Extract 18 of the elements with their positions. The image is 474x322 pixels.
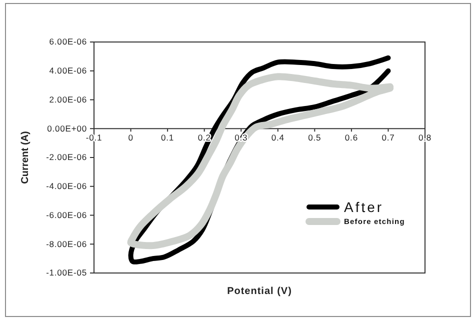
x-tick-label: 0.4 [271, 132, 284, 143]
x-tick-label: 0.7 [382, 132, 395, 143]
x-tick-label: 0.5 [308, 132, 322, 143]
y-tick-label: 0.00E+00 [47, 123, 87, 134]
x-tick-label: 0 [128, 132, 134, 143]
y-axis-title: Current (A) [20, 131, 31, 184]
y-tick-label: -4.00E-06 [46, 181, 87, 192]
legend-label: After [344, 199, 384, 216]
x-axis-title: Potential (V) [227, 286, 292, 297]
y-tick-label: -8.00E-06 [46, 238, 87, 249]
x-tick-label: 0.6 [344, 132, 358, 143]
y-tick-label: 4.00E-06 [49, 66, 87, 76]
y-tick-label: -1.00E-05 [46, 268, 87, 278]
y-tick-label: 6.00E-06 [49, 36, 87, 47]
y-tick-label: 2.00E-06 [49, 94, 87, 104]
x-tick-label: 0.1 [161, 132, 174, 143]
y-tick-label: -6.00E-06 [46, 210, 87, 220]
y-tick-label: -2.00E-06 [46, 152, 87, 162]
